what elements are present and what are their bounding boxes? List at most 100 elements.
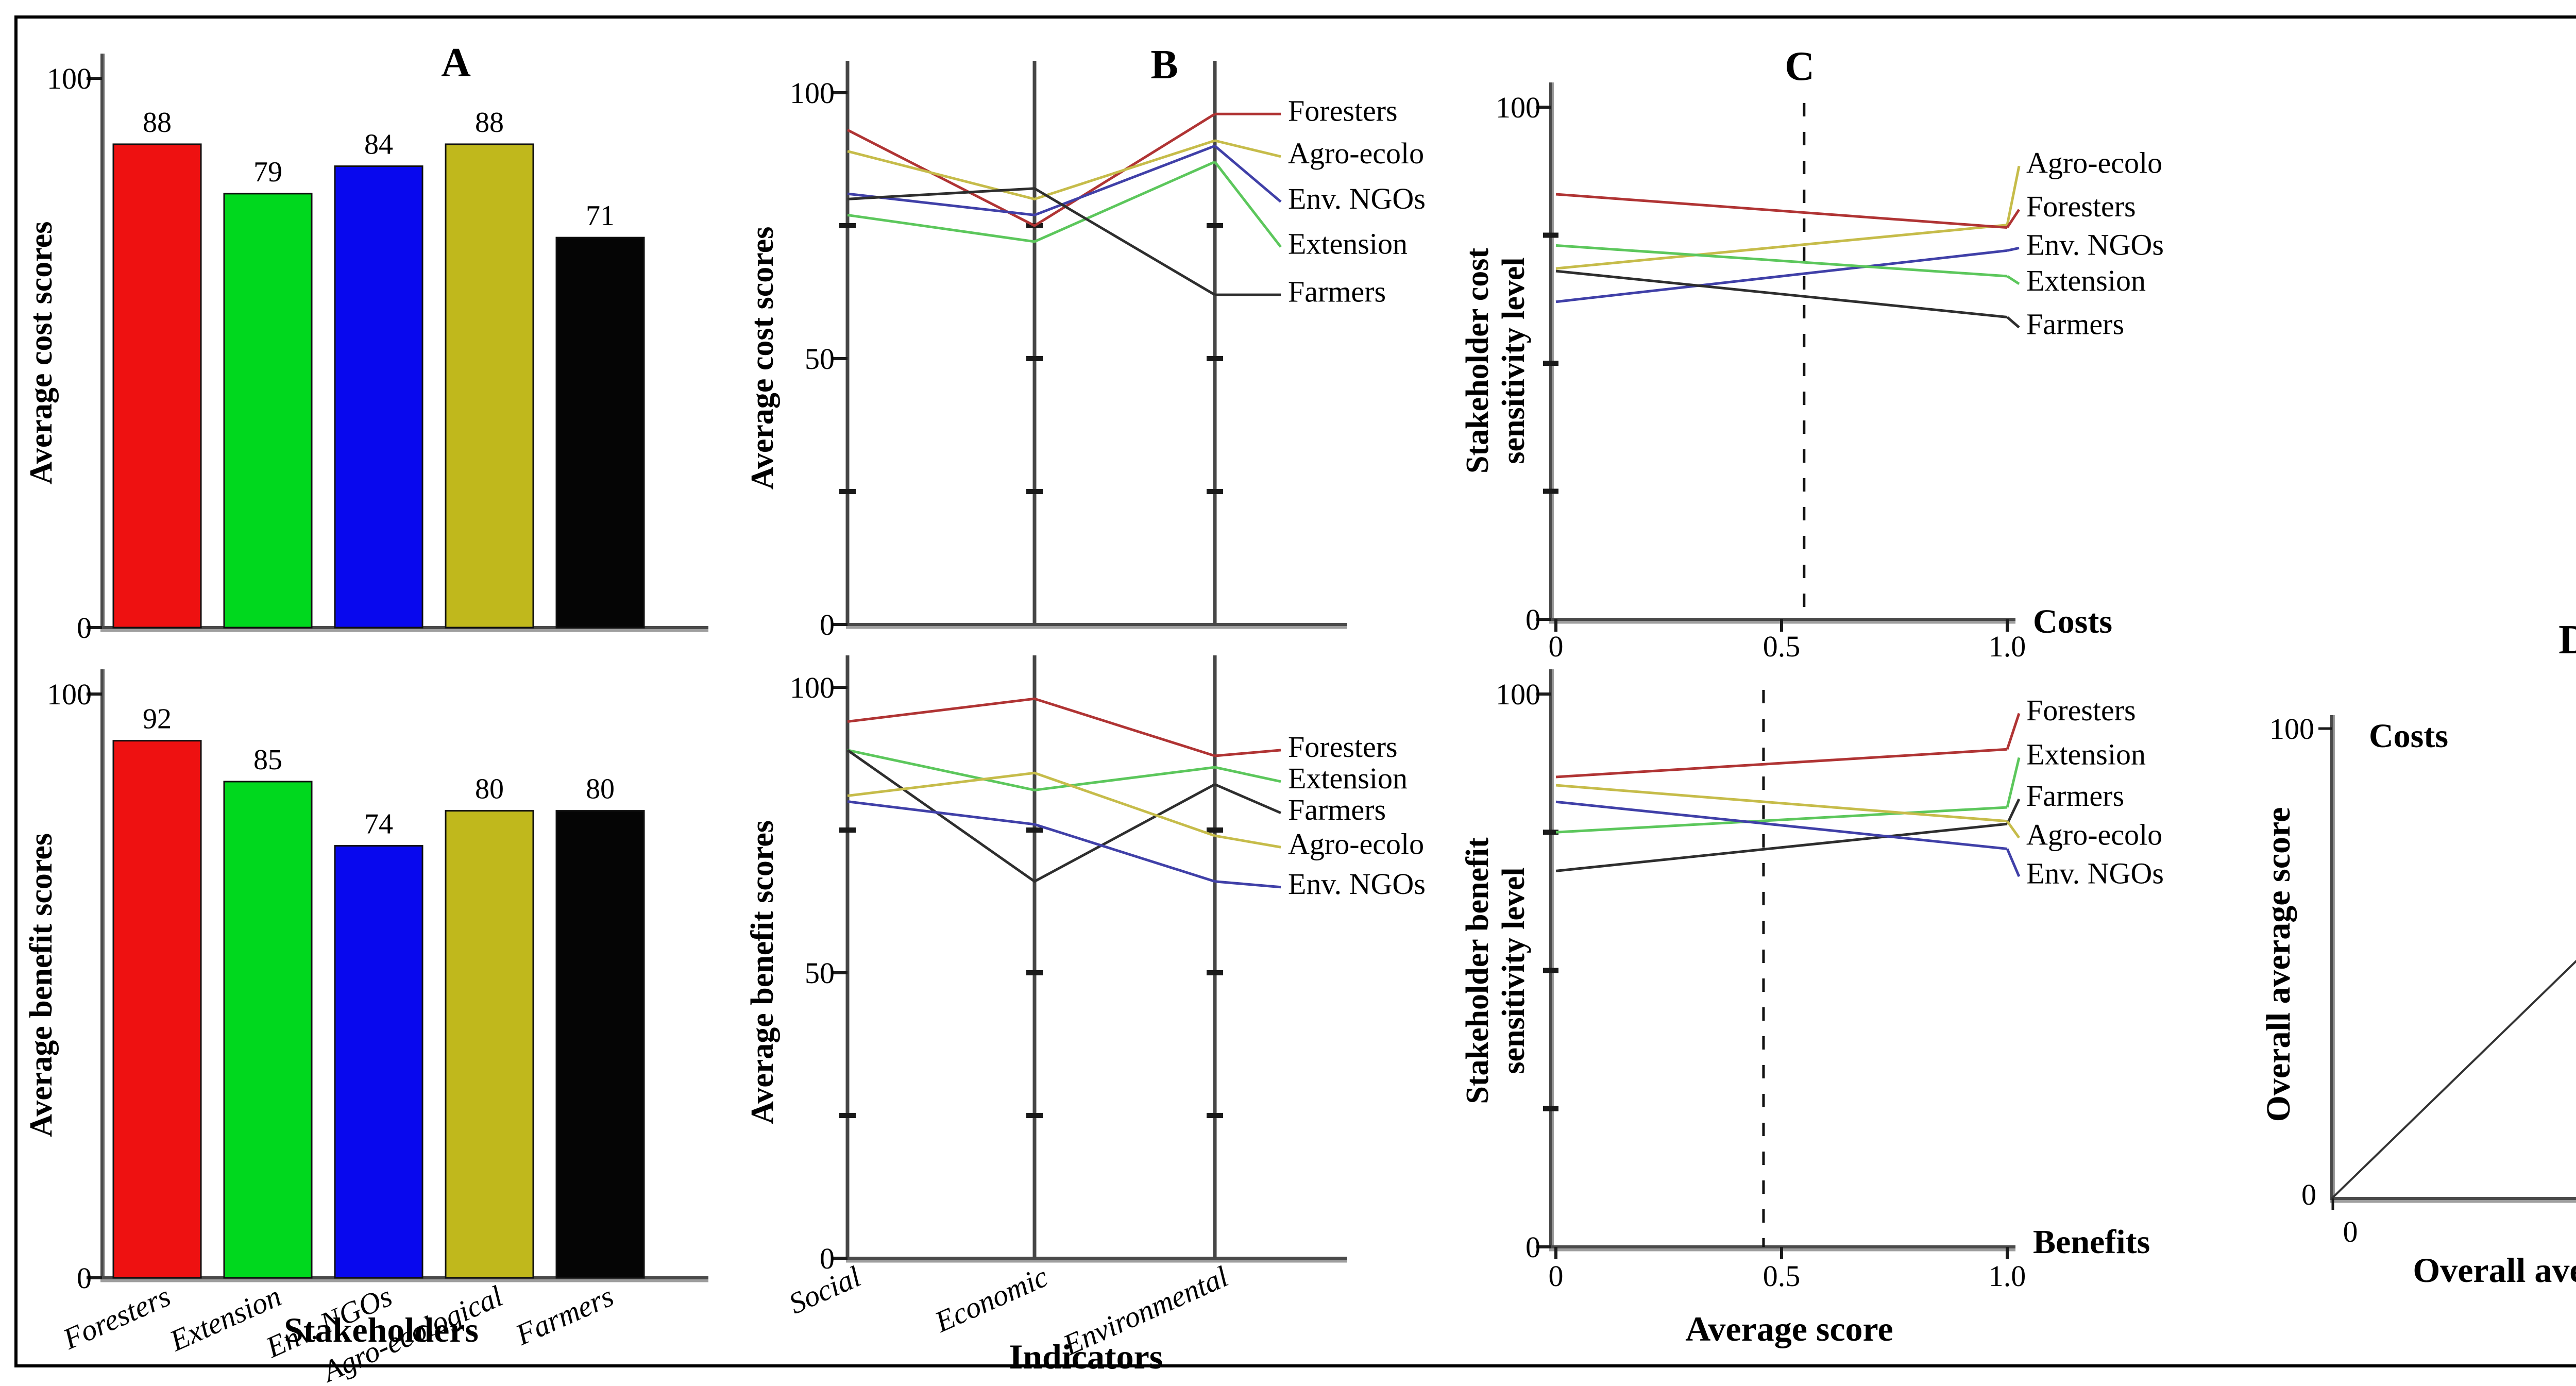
y-tick-label: 0 [77, 1261, 92, 1295]
legend-connector [2006, 165, 2021, 226]
legend-label: Agro-ecolo [2026, 818, 2162, 851]
panel-c-top-cost-sensitivity: 0 100 0 0.5 1.0 Agro-ecolo Foresters Env. NGOsE… [1460, 44, 2164, 663]
y-tick-label: 100 [1496, 678, 1540, 711]
figure-border [14, 15, 2576, 1367]
minor-tick [839, 223, 856, 228]
y-tick-label: 100 [790, 671, 835, 704]
bar-value-label: 79 [253, 156, 282, 188]
bar-Foresters [112, 740, 202, 1279]
minor-tick [1207, 1113, 1223, 1118]
legend-connector [1214, 783, 1281, 815]
y-tick-label: 0 [77, 611, 92, 645]
y-tick-label: 50 [805, 342, 835, 376]
legend-label: Farmers [1288, 275, 1386, 308]
legend-connector [1214, 145, 1282, 203]
legend-connector [2006, 209, 2021, 228]
series-Env. NGOs [847, 144, 1215, 216]
y-tick-label: 0 [820, 608, 835, 641]
costs-label: Costs [2369, 717, 2448, 755]
y-tick-label: 0 [1526, 603, 1540, 636]
legend-label: Farmers [1288, 793, 1386, 826]
series-Env. NGOs [847, 800, 1215, 883]
series-Foresters [1555, 748, 2008, 779]
y-axis-title: Overall average score [2260, 807, 2297, 1122]
identity-line [2331, 959, 2576, 1199]
legend-label: Extension [1288, 762, 1408, 795]
series-Agro-ecolo [847, 771, 1215, 837]
x-tick-label: 0 [1549, 1259, 1564, 1293]
legend-label: Env. NGOs [1288, 182, 1426, 215]
series-Env. NGOs [1555, 800, 2008, 850]
minor-tick [1543, 232, 1558, 238]
x-axis-title: Average score [1685, 1309, 1893, 1348]
legend-label: Foresters [2026, 190, 2136, 223]
minor-tick [1026, 356, 1043, 361]
bar-value-label: 80 [475, 773, 504, 805]
y-tick-label: 100 [47, 62, 92, 95]
minor-tick [1207, 489, 1223, 494]
legend-connector [1214, 834, 1281, 849]
legend-connector [2007, 246, 2020, 252]
y-tick-label: 0 [2301, 1178, 2316, 1211]
x-axis-title: Indicators [1009, 1337, 1163, 1376]
legend-connector [2006, 820, 2021, 839]
y-axis-title: Average cost scores [24, 222, 59, 485]
legend-connector [2006, 713, 2021, 750]
minor-tick [839, 489, 856, 494]
axis-end-label: Benefits [2033, 1223, 2150, 1261]
legend-connector [2006, 275, 2020, 285]
panel-title: A [441, 40, 471, 86]
x-category-label: Foresters [58, 1279, 175, 1356]
bar-Farmers [555, 810, 645, 1279]
y-tick-label: 0 [820, 1242, 835, 1275]
bar-value-label: 85 [253, 744, 282, 776]
x-category-label: Economic [929, 1259, 1053, 1339]
panel-title: D [2558, 617, 2576, 663]
series-Farmers [846, 749, 1216, 883]
series-Foresters [846, 113, 1216, 227]
panel-b-bottom-benefit-lines: 0 50 100 ForestersExtensionFarmersAgro-ecol… [745, 655, 1426, 1376]
series-Farmers [1555, 822, 2008, 872]
axis-end-label: Costs [2033, 603, 2112, 640]
y-tick-label: 100 [47, 678, 92, 711]
bar-Env. NGOs [334, 165, 423, 629]
series-Env. NGOs [1555, 249, 2008, 303]
bar-value-label: 88 [475, 107, 504, 139]
y-tick-label: 100 [1496, 91, 1540, 124]
minor-tick [1543, 830, 1558, 835]
series-Extension [847, 749, 1215, 791]
series-Extension [847, 160, 1216, 243]
y-axis-title: Average benefit scores [24, 833, 59, 1137]
legend-connector [1214, 139, 1281, 158]
panel-title: B [1150, 42, 1178, 88]
legend-connector [1214, 161, 1282, 248]
legend-label: Extension [1288, 227, 1408, 261]
y-tick-label: 0 [1526, 1230, 1540, 1264]
legend-label: Env. NGOs [2026, 228, 2164, 262]
series-Agro-ecolo [847, 139, 1215, 201]
y-axis-title-line1: Stakeholder benefit [1460, 837, 1495, 1104]
series-Extension [1555, 244, 2008, 278]
bar-Agro-ecological [445, 143, 534, 629]
minor-tick [1207, 356, 1223, 361]
bar-value-label: 88 [143, 107, 172, 139]
series-Agro-ecolo [1555, 784, 2008, 823]
series-Farmers [847, 187, 1216, 296]
legend-connector [2006, 848, 2021, 877]
legend-connector [2006, 757, 2021, 808]
x-tick-label: 1.0 [1989, 1259, 2026, 1293]
minor-tick [839, 1113, 856, 1118]
x-axis-title: Stakeholders [284, 1310, 479, 1349]
y-axis-title-line2: sensitivity level [1496, 867, 1531, 1074]
minor-tick [1207, 970, 1223, 975]
panel-c-bottom-benefit-sensitivity: 0 100 0 0.5 1.0 Foresters Extension Farmers Agro… [1460, 669, 2164, 1348]
legend-label: Env. NGOs [2026, 856, 2164, 890]
legend-label: Farmers [2026, 779, 2124, 813]
legend-label: Agro-ecolo [2026, 146, 2162, 180]
legend-label: Agro-ecolo [1288, 827, 1424, 861]
legend-label: Agro-ecolo [1288, 137, 1424, 170]
legend-label: Foresters [1288, 94, 1398, 128]
minor-tick [1207, 827, 1223, 833]
x-tick-label: 0 [2343, 1215, 2358, 1248]
